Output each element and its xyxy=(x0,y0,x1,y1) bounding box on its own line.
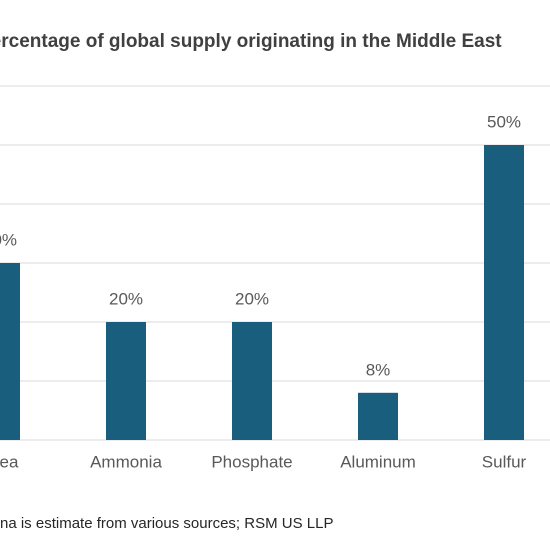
x-tick-label: Ammonia xyxy=(90,452,162,471)
x-tick-label: Sulfur xyxy=(482,452,527,471)
chart-title: Percentage of global supply originating … xyxy=(0,31,502,52)
bar xyxy=(232,322,272,440)
bar xyxy=(0,263,20,440)
x-tick-label: Phosphate xyxy=(211,452,292,471)
x-tick-label: Urea xyxy=(0,452,19,471)
source-note: na is estimate from various sources; RSM… xyxy=(0,515,333,532)
data-label: 30% xyxy=(0,230,17,249)
data-label: 50% xyxy=(487,112,521,131)
data-label: 20% xyxy=(235,289,269,308)
x-tick-label: Aluminum xyxy=(340,452,416,471)
bar xyxy=(358,392,398,440)
bar xyxy=(484,145,524,440)
data-label: 20% xyxy=(109,289,143,308)
data-label: 8% xyxy=(366,360,391,379)
bar xyxy=(106,322,146,440)
